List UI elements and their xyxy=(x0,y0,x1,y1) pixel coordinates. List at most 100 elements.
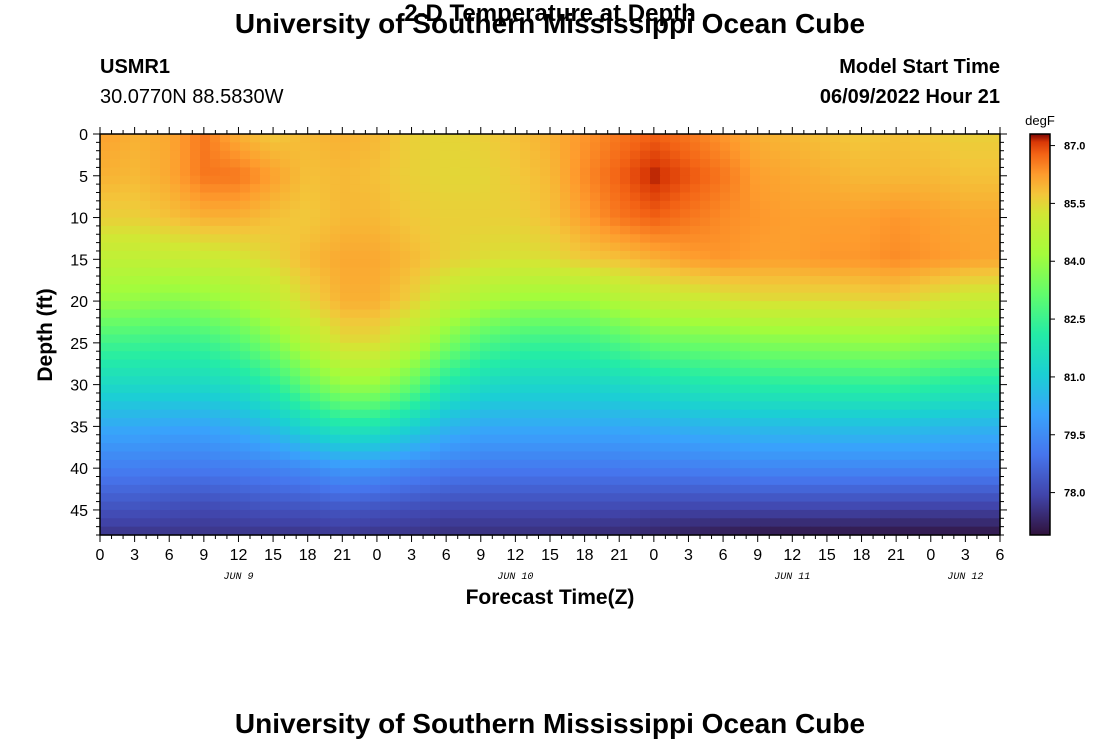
heatmap-cell xyxy=(890,217,901,227)
heatmap-cell xyxy=(130,451,141,461)
heatmap-cell xyxy=(700,392,711,402)
heatmap-cell xyxy=(580,484,591,494)
heatmap-cell xyxy=(740,225,751,235)
heatmap-cell xyxy=(170,493,181,503)
heatmap-cell xyxy=(390,351,401,361)
heatmap-cell xyxy=(980,443,991,453)
heatmap-cell xyxy=(880,342,891,352)
heatmap-cell xyxy=(790,284,801,294)
heatmap-cell xyxy=(110,384,121,394)
heatmap-cell xyxy=(480,317,491,327)
heatmap-cell xyxy=(990,468,1001,478)
heatmap-cell xyxy=(690,225,701,235)
heatmap-cell xyxy=(130,192,141,202)
heatmap-cell xyxy=(770,334,781,344)
heatmap-cell xyxy=(130,309,141,319)
heatmap-cell xyxy=(140,443,151,453)
heatmap-cell xyxy=(650,518,661,528)
heatmap-cell xyxy=(110,292,121,302)
heatmap-cell xyxy=(350,192,361,202)
heatmap-cell xyxy=(360,200,371,210)
heatmap-cell xyxy=(680,342,691,352)
heatmap-cell xyxy=(960,392,971,402)
heatmap-cell xyxy=(490,217,501,227)
heatmap-cell xyxy=(540,200,551,210)
heatmap-cell xyxy=(980,200,991,210)
heatmap-cell xyxy=(120,292,131,302)
heatmap-cell xyxy=(270,150,281,160)
heatmap-cell xyxy=(330,267,341,277)
heatmap-cell xyxy=(560,309,571,319)
x-tick-label: 12 xyxy=(783,547,801,564)
heatmap-cell xyxy=(690,518,701,528)
heatmap-cell xyxy=(460,376,471,386)
heatmap-cell xyxy=(600,142,611,152)
heatmap-cell xyxy=(590,217,601,227)
heatmap-cell xyxy=(630,459,641,469)
heatmap-cell xyxy=(810,434,821,444)
heatmap-cell xyxy=(400,175,411,185)
heatmap-cell xyxy=(240,509,251,519)
heatmap-cell xyxy=(190,401,201,411)
heatmap-cell xyxy=(710,292,721,302)
heatmap-cell xyxy=(270,451,281,461)
heatmap-cell xyxy=(230,526,241,536)
heatmap-cell xyxy=(480,142,491,152)
heatmap-cell xyxy=(630,150,641,160)
heatmap-cell xyxy=(530,217,541,227)
heatmap-cell xyxy=(150,234,161,244)
heatmap-cell xyxy=(690,259,701,269)
heatmap-cell xyxy=(540,493,551,503)
heatmap-cell xyxy=(330,401,341,411)
heatmap-cell xyxy=(810,267,821,277)
heatmap-cell xyxy=(610,451,621,461)
heatmap-cell xyxy=(380,359,391,369)
heatmap-cell xyxy=(390,392,401,402)
heatmap-cell xyxy=(610,259,621,269)
heatmap-cell xyxy=(800,392,811,402)
heatmap-cell xyxy=(880,317,891,327)
heatmap-cell xyxy=(870,351,881,361)
heatmap-cell xyxy=(890,367,901,377)
heatmap-cell xyxy=(820,526,831,536)
heatmap-cell xyxy=(420,209,431,219)
heatmap-cell xyxy=(850,267,861,277)
heatmap-cell xyxy=(200,434,211,444)
heatmap-cell xyxy=(760,284,771,294)
heatmap-cell xyxy=(970,234,981,244)
heatmap-cell xyxy=(250,334,261,344)
heatmap-cell xyxy=(120,334,131,344)
heatmap-cell xyxy=(140,276,151,285)
heatmap-cell xyxy=(710,367,721,377)
heatmap-cell xyxy=(750,184,761,194)
heatmap-cell xyxy=(370,451,381,461)
heatmap-cell xyxy=(400,150,411,160)
heatmap-cell xyxy=(500,134,511,143)
heatmap-cell xyxy=(750,159,761,169)
heatmap-cell xyxy=(740,434,751,444)
heatmap-cell xyxy=(460,159,471,169)
heatmap-cell xyxy=(900,392,911,402)
heatmap-cell xyxy=(160,326,171,336)
heatmap-cell xyxy=(240,159,251,169)
heatmap-cell xyxy=(820,184,831,194)
heatmap-cell xyxy=(450,434,461,444)
heatmap-cell xyxy=(470,250,481,260)
heatmap-cell xyxy=(460,434,471,444)
heatmap-cell xyxy=(730,501,741,511)
heatmap-cell xyxy=(770,509,781,519)
heatmap-cell xyxy=(540,376,551,386)
heatmap-cell xyxy=(130,301,141,311)
heatmap-cell xyxy=(320,476,331,486)
heatmap-cell xyxy=(520,175,531,185)
heatmap-cell xyxy=(450,426,461,436)
heatmap-cell xyxy=(780,134,791,143)
heatmap-cell xyxy=(140,200,151,210)
heatmap-cell xyxy=(530,225,541,235)
heatmap-cell xyxy=(680,292,691,302)
heatmap-cell xyxy=(130,242,141,252)
heatmap-cell xyxy=(290,476,301,486)
heatmap-cell xyxy=(790,392,801,402)
heatmap-cell xyxy=(830,167,841,177)
heatmap-cell xyxy=(470,409,481,419)
